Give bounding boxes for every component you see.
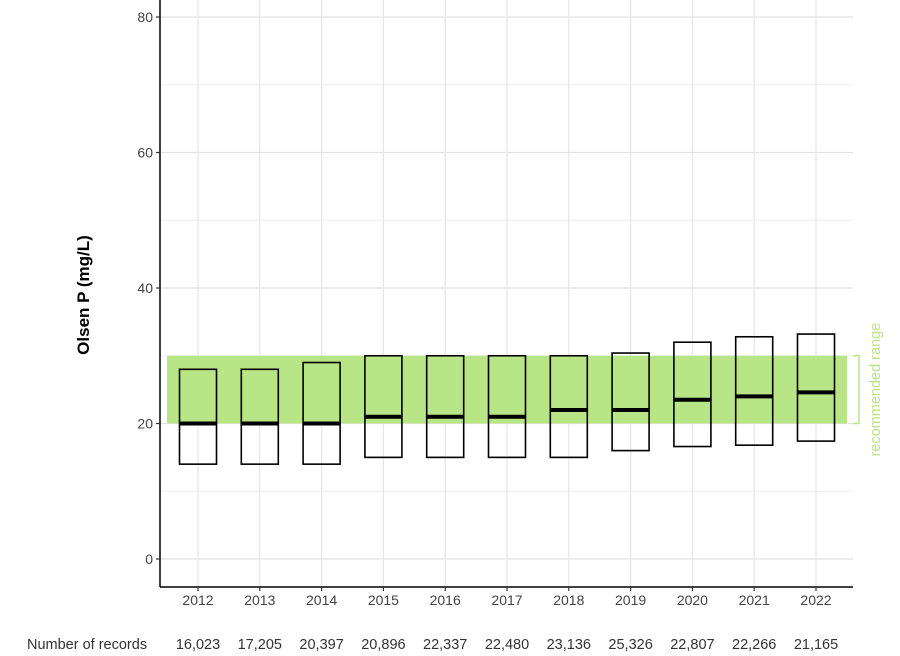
box-2017 — [487, 354, 527, 459]
records-row: 16,023 17,205 20,397 20,896 22,337 22,480 23,1… — [176, 637, 838, 653]
x-tick-label: 2014 — [306, 592, 337, 608]
record-count: 16,023 — [176, 637, 220, 653]
grid-lines — [160, 0, 853, 587]
y-tick-label: 80 — [137, 9, 153, 25]
y-tick-label: 20 — [137, 416, 153, 432]
x-tick-label: 2018 — [553, 592, 584, 608]
x-tick-label: 2012 — [182, 592, 213, 608]
record-count: 23,136 — [547, 637, 591, 653]
x-tick-label: 2017 — [491, 592, 522, 608]
x-tick-label: 2020 — [677, 592, 708, 608]
recommended-range-label: recommended range — [868, 323, 884, 457]
box-2012 — [178, 368, 218, 465]
x-tick-label: 2019 — [615, 592, 646, 608]
box-2013 — [240, 368, 280, 465]
y-axis-ticks: 0 20 40 60 80 — [137, 9, 160, 567]
box-2020 — [673, 341, 712, 448]
box-2021 — [734, 335, 774, 446]
x-tick-label: 2013 — [244, 592, 275, 608]
box-2014 — [302, 361, 341, 465]
y-tick-label: 60 — [137, 145, 153, 161]
x-tick-label: 2022 — [800, 592, 831, 608]
box-2015 — [364, 354, 403, 459]
box-2019 — [611, 352, 650, 452]
boxes-group — [178, 333, 836, 465]
record-count: 17,205 — [238, 637, 282, 653]
recommended-range-bracket — [853, 355, 860, 425]
box-2018 — [549, 354, 589, 459]
y-tick-label: 40 — [137, 280, 153, 296]
recommended-range-band — [167, 355, 847, 424]
record-count: 21,165 — [794, 637, 838, 653]
y-tick-label: 0 — [145, 551, 153, 567]
record-count: 22,266 — [732, 637, 776, 653]
record-count: 25,326 — [608, 637, 652, 653]
record-count: 20,896 — [361, 637, 405, 653]
x-tick-label: 2016 — [430, 592, 461, 608]
box-2016 — [425, 354, 465, 459]
x-tick-label: 2021 — [739, 592, 770, 608]
y-axis-title: Olsen P (mg/L) — [74, 235, 93, 355]
x-axis-ticks: 2012 2013 2014 2015 2016 2017 2018 2019 2020 2021… — [182, 587, 832, 608]
records-row-label: Number of records — [27, 637, 147, 653]
record-count: 22,807 — [670, 637, 714, 653]
record-count: 20,397 — [299, 637, 343, 653]
record-count: 22,480 — [485, 637, 529, 653]
x-tick-label: 2015 — [368, 592, 399, 608]
record-count: 22,337 — [423, 637, 467, 653]
box-2022 — [796, 333, 836, 442]
